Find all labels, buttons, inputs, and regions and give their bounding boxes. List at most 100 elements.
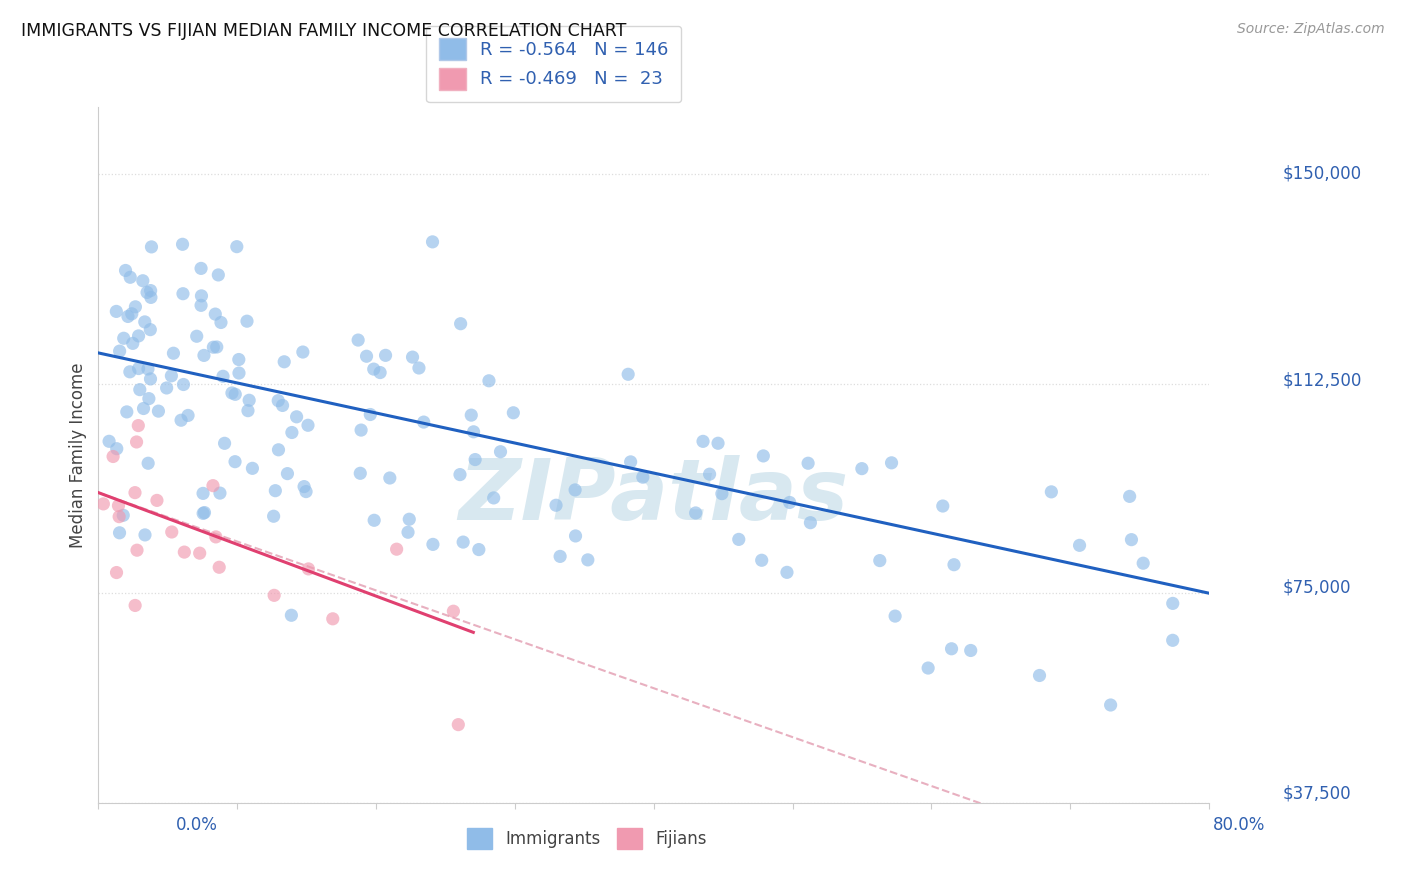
Point xyxy=(422,537,444,551)
Point xyxy=(121,336,143,351)
Point xyxy=(193,506,215,520)
Point xyxy=(124,300,146,314)
Point xyxy=(118,365,141,379)
Point xyxy=(797,456,820,470)
Point xyxy=(281,425,304,440)
Point xyxy=(101,450,124,464)
Point xyxy=(463,425,485,439)
Point xyxy=(502,406,524,420)
Point xyxy=(139,372,162,386)
Point xyxy=(776,566,799,580)
Point xyxy=(228,366,250,380)
Point xyxy=(212,369,235,384)
Point xyxy=(136,285,159,300)
Point xyxy=(98,434,121,449)
Point xyxy=(412,415,434,429)
Point xyxy=(880,456,903,470)
Point xyxy=(356,349,378,363)
Point xyxy=(238,393,260,408)
Point xyxy=(374,348,396,362)
Point xyxy=(631,470,654,484)
Point xyxy=(263,509,285,524)
Point xyxy=(125,543,148,558)
Text: 0.0%: 0.0% xyxy=(176,816,218,834)
Point xyxy=(576,553,599,567)
Point xyxy=(141,240,163,254)
Point xyxy=(347,333,370,347)
Point xyxy=(368,366,391,380)
Point xyxy=(132,401,155,416)
Point xyxy=(93,497,115,511)
Point xyxy=(127,418,149,433)
Point xyxy=(108,344,131,359)
Text: IMMIGRANTS VS FIJIAN MEDIAN FAMILY INCOME CORRELATION CHART: IMMIGRANTS VS FIJIAN MEDIAN FAMILY INCOM… xyxy=(21,22,627,40)
Text: $75,000: $75,000 xyxy=(1282,578,1351,596)
Point xyxy=(136,456,159,470)
Point xyxy=(188,546,211,560)
Point xyxy=(699,467,721,482)
Point xyxy=(779,495,801,509)
Legend: Immigrants, Fijians: Immigrants, Fijians xyxy=(458,820,716,857)
Point xyxy=(146,493,169,508)
Point xyxy=(396,525,419,540)
Point xyxy=(1040,484,1063,499)
Point xyxy=(205,530,228,544)
Point xyxy=(707,436,730,450)
Point xyxy=(117,310,139,324)
Point xyxy=(285,409,308,424)
Point xyxy=(107,499,129,513)
Point xyxy=(124,485,146,500)
Point xyxy=(884,609,907,624)
Point xyxy=(209,316,232,330)
Point xyxy=(851,461,873,475)
Point xyxy=(121,307,143,321)
Point xyxy=(108,509,131,524)
Point xyxy=(214,436,236,450)
Point xyxy=(449,467,471,482)
Text: $112,500: $112,500 xyxy=(1282,371,1361,389)
Point xyxy=(295,484,318,499)
Point xyxy=(564,529,586,543)
Point xyxy=(124,599,146,613)
Point xyxy=(297,562,319,576)
Point xyxy=(460,408,482,422)
Point xyxy=(224,387,246,401)
Point xyxy=(943,558,966,572)
Point xyxy=(120,270,142,285)
Point xyxy=(398,512,420,526)
Point xyxy=(447,717,470,731)
Point xyxy=(350,423,373,437)
Point xyxy=(751,553,773,567)
Point xyxy=(263,588,285,602)
Point xyxy=(191,507,214,521)
Point xyxy=(236,314,259,328)
Point xyxy=(297,418,319,433)
Point xyxy=(162,346,184,360)
Point xyxy=(692,434,714,449)
Point xyxy=(136,362,159,376)
Point xyxy=(959,643,981,657)
Point xyxy=(108,525,131,540)
Point xyxy=(451,535,474,549)
Point xyxy=(617,368,640,382)
Point xyxy=(134,315,156,329)
Point xyxy=(128,361,150,376)
Point xyxy=(202,340,225,354)
Point xyxy=(139,284,162,298)
Point xyxy=(917,661,939,675)
Point xyxy=(359,408,381,422)
Point xyxy=(138,392,160,406)
Point xyxy=(685,506,707,520)
Point xyxy=(869,553,891,567)
Point xyxy=(228,352,250,367)
Point xyxy=(752,449,775,463)
Point xyxy=(105,566,128,580)
Point xyxy=(225,240,247,254)
Point xyxy=(280,608,302,623)
Point xyxy=(128,383,150,397)
Point xyxy=(112,508,135,523)
Point xyxy=(112,331,135,345)
Point xyxy=(385,542,408,557)
Point xyxy=(349,467,371,481)
Text: Source: ZipAtlas.com: Source: ZipAtlas.com xyxy=(1237,22,1385,37)
